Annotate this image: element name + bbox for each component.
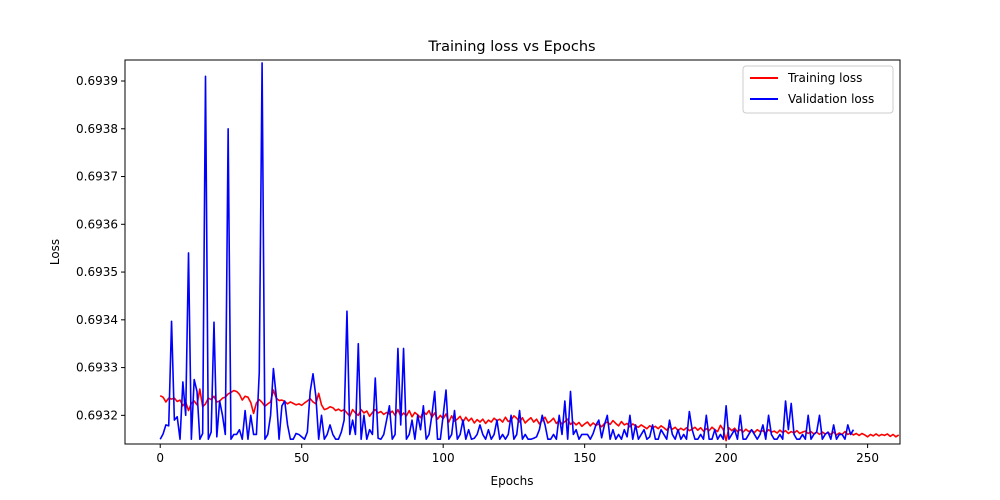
y-tick-label: 0.6934 (76, 313, 118, 327)
y-axis-ticks: 0.6932 0.6933 0.6934 0.6935 0.6936 0.6937 0.69… (76, 74, 125, 422)
x-tick-label: 250 (856, 451, 879, 465)
y-axis-label: Loss (48, 239, 62, 265)
legend: Training loss Validation loss (742, 65, 894, 114)
x-axis-ticks: 0 50 100 150 200 250 (156, 444, 879, 465)
legend-label-validation-loss: Validation loss (788, 92, 874, 106)
y-tick-label: 0.6937 (76, 170, 118, 184)
y-tick-label: 0.6932 (76, 408, 118, 422)
x-tick-label: 100 (432, 451, 455, 465)
y-tick-label: 0.6939 (76, 74, 118, 88)
x-tick-label: 50 (294, 451, 309, 465)
plot-frame (124, 59, 901, 445)
x-tick-label: 0 (156, 451, 164, 465)
y-tick-label: 0.6936 (76, 217, 118, 231)
series-line-validation-loss (159, 62, 855, 441)
legend-label-training-loss: Training loss (787, 71, 862, 85)
x-tick-label: 200 (715, 451, 738, 465)
x-tick-label: 150 (573, 451, 596, 465)
chart-title: Training loss vs Epochs (427, 39, 595, 55)
y-tick-label: 0.6935 (76, 265, 118, 279)
legend-box (742, 65, 894, 114)
y-tick-label: 0.6938 (76, 122, 118, 136)
y-tick-label: 0.6933 (76, 361, 118, 375)
series-line-training-loss (159, 388, 900, 442)
x-axis-label: Epochs (491, 474, 534, 488)
series-layer (159, 62, 900, 442)
